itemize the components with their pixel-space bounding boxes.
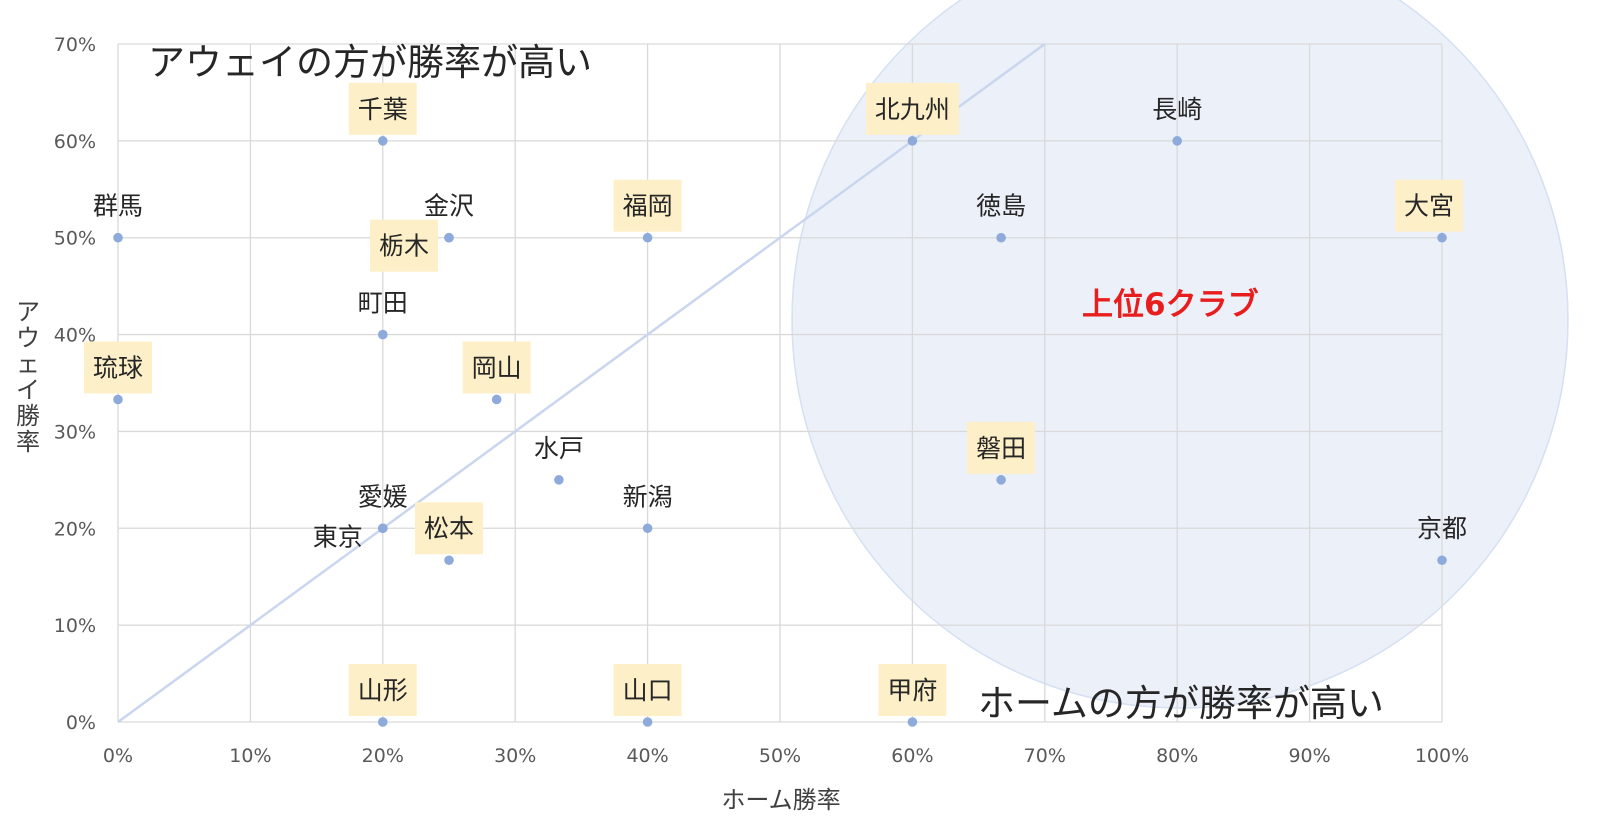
data-point xyxy=(642,523,653,534)
y-axis-title-char: 率 xyxy=(16,428,40,456)
data-point xyxy=(378,136,388,146)
annotation-home-higher: ホームの方が勝率が高い xyxy=(978,682,1384,725)
point-label: 山口 xyxy=(623,676,673,705)
x-tick-label: 0% xyxy=(103,745,133,767)
data-point xyxy=(907,136,918,146)
point-label: 北九州 xyxy=(875,95,950,124)
y-tick-label: 20% xyxy=(54,518,96,540)
label-box xyxy=(84,341,152,394)
data-point xyxy=(113,394,123,405)
data-point xyxy=(907,717,918,727)
point-label: 徳島 xyxy=(976,192,1026,221)
label-box xyxy=(348,664,417,716)
data-point xyxy=(378,329,388,340)
diagonal-line-layer xyxy=(117,42,1046,724)
data-points xyxy=(113,136,1447,727)
data-point xyxy=(642,717,653,727)
y-tick-label: 0% xyxy=(66,712,96,734)
point-label: 長崎 xyxy=(1152,95,1202,124)
y-tick-label: 30% xyxy=(54,421,96,443)
point-label: 群馬 xyxy=(93,192,143,221)
data-point xyxy=(444,232,454,243)
data-point xyxy=(996,232,1006,243)
y-axis-title-char: ウ xyxy=(16,324,40,352)
grid xyxy=(117,43,1443,723)
y-axis-title-char: イ xyxy=(16,376,40,404)
label-box xyxy=(415,502,483,555)
data-point xyxy=(1172,136,1182,146)
highlight-circle xyxy=(791,0,1569,709)
data-point xyxy=(113,232,123,243)
point-label: 愛媛 xyxy=(358,482,408,511)
data-point xyxy=(996,475,1006,485)
y-axis-title-char: ェ xyxy=(16,350,40,378)
label-box xyxy=(348,82,417,135)
y-tick-label: 60% xyxy=(54,131,96,153)
point-label: 水戸 xyxy=(534,434,584,463)
point-label: 琉球 xyxy=(93,353,143,382)
data-point xyxy=(444,555,454,566)
axis-ticks: 0% 10% 20% 30% 40% 50% 60% 70% 80% 90% 100% 0% 10% 20… xyxy=(54,34,1469,767)
data-point xyxy=(491,394,502,405)
y-tick-label: 50% xyxy=(54,228,96,250)
x-tick-label: 70% xyxy=(1024,745,1066,767)
x-tick-label: 40% xyxy=(626,745,668,767)
data-point xyxy=(1437,555,1447,566)
label-box xyxy=(613,664,682,716)
annotation-away-higher: アウェイの方が勝率が高い xyxy=(148,41,592,84)
label-box xyxy=(1395,179,1463,232)
highlight-circle-layer xyxy=(791,0,1569,709)
point-label: 東京 xyxy=(313,522,363,551)
x-tick-label: 30% xyxy=(494,745,536,767)
x-axis-title: ホーム勝率 xyxy=(721,786,840,814)
x-tick-label: 90% xyxy=(1288,745,1330,767)
point-label: 新潟 xyxy=(623,482,673,511)
x-tick-label: 80% xyxy=(1156,745,1198,767)
label-box xyxy=(613,179,682,232)
diagonal-line xyxy=(117,42,1046,724)
label-box xyxy=(878,664,947,716)
label-box xyxy=(967,421,1036,474)
data-point xyxy=(1437,232,1447,243)
point-label: 京都 xyxy=(1417,514,1467,543)
point-label: 町田 xyxy=(358,289,408,318)
point-label: 大宮 xyxy=(1404,192,1454,221)
data-point xyxy=(378,523,388,534)
x-tick-label: 60% xyxy=(891,745,933,767)
y-axis-title-char: 勝 xyxy=(16,402,40,430)
label-box xyxy=(865,82,959,135)
point-label: 松本 xyxy=(424,514,474,543)
data-point xyxy=(642,232,653,243)
x-tick-label: 100% xyxy=(1415,745,1469,767)
label-box xyxy=(370,219,438,272)
x-tick-label: 50% xyxy=(759,745,801,767)
point-label: 磐田 xyxy=(976,434,1026,463)
annotation-top6: 上位6クラブ xyxy=(1082,287,1259,323)
point-label: 金沢 xyxy=(424,192,474,221)
data-point xyxy=(378,717,388,727)
point-label: 甲府 xyxy=(887,676,937,705)
label-box xyxy=(462,341,531,394)
y-axis-title-char: ア xyxy=(16,298,40,326)
point-label: 福岡 xyxy=(623,192,673,221)
x-tick-label: 20% xyxy=(362,745,404,767)
y-tick-label: 40% xyxy=(54,325,96,347)
y-tick-label: 70% xyxy=(54,34,96,56)
x-tick-label: 10% xyxy=(229,745,271,767)
point-label: 山形 xyxy=(358,676,408,705)
point-label: 千葉 xyxy=(358,95,408,124)
point-label: 岡山 xyxy=(472,353,522,382)
y-tick-label: 10% xyxy=(54,615,96,637)
data-point xyxy=(554,475,564,485)
point-label: 栃木 xyxy=(379,232,429,261)
